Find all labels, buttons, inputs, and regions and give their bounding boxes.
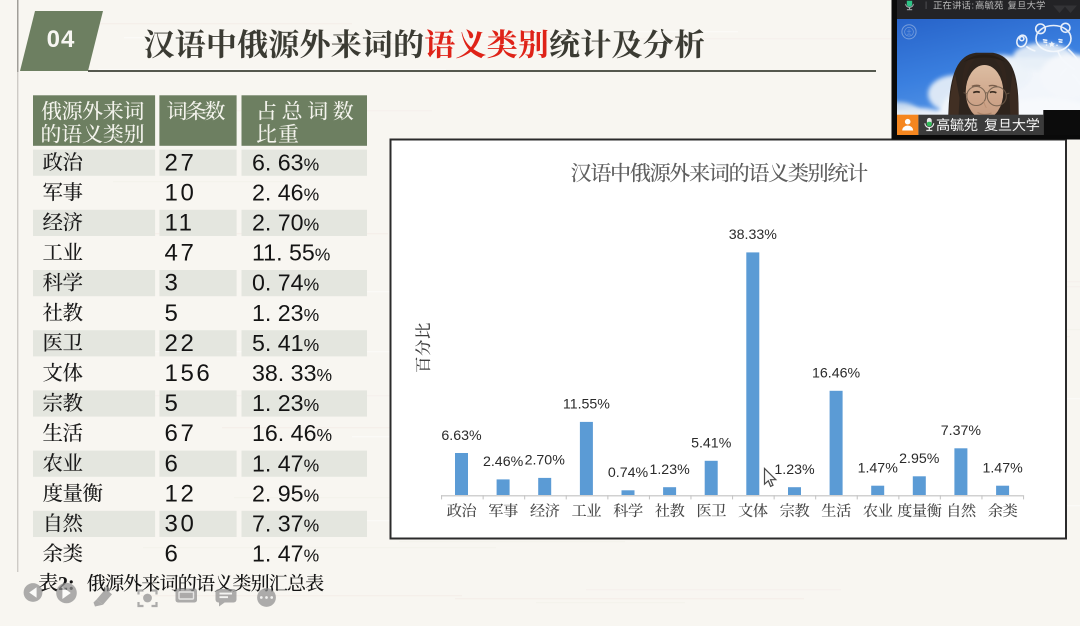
svg-text:1. 23%: 1. 23% (252, 300, 319, 326)
svg-text:0. 74%: 0. 74% (252, 270, 319, 296)
svg-text:2. 70%: 2. 70% (252, 210, 319, 236)
svg-text:5: 5 (165, 300, 181, 327)
svg-text:11. 55%: 11. 55% (252, 240, 330, 266)
svg-text:38. 33%: 38. 33% (252, 360, 332, 386)
svg-text::: : (972, 1, 975, 11)
svg-text:12: 12 (165, 480, 197, 507)
svg-text:3: 3 (165, 270, 181, 297)
svg-text:5: 5 (165, 390, 181, 417)
svg-text:11.55%: 11.55% (563, 397, 610, 413)
svg-text:156: 156 (165, 360, 213, 387)
svg-text:6.63%: 6.63% (441, 428, 482, 444)
svg-text:2.70%: 2.70% (525, 453, 566, 469)
svg-text:6. 63%: 6. 63% (252, 149, 319, 175)
svg-text:38.33%: 38.33% (729, 227, 778, 243)
svg-text:16. 46%: 16. 46% (252, 420, 332, 446)
svg-text:1.23%: 1.23% (774, 462, 815, 478)
svg-text:6: 6 (165, 450, 181, 477)
svg-text:7.37%: 7.37% (941, 423, 982, 439)
svg-text:1.23%: 1.23% (649, 462, 690, 478)
svg-text:22: 22 (165, 330, 197, 357)
svg-text:5.41%: 5.41% (691, 436, 732, 452)
svg-text:6: 6 (165, 541, 181, 568)
svg-text:1.47%: 1.47% (858, 461, 899, 477)
svg-text:2. 46%: 2. 46% (252, 179, 319, 205)
svg-text:7. 37%: 7. 37% (252, 511, 319, 537)
svg-text:1. 47%: 1. 47% (252, 541, 319, 567)
svg-text:0.74%: 0.74% (608, 465, 649, 481)
svg-text:1.47%: 1.47% (982, 461, 1023, 477)
svg-text:67: 67 (165, 420, 197, 447)
svg-text:1. 47%: 1. 47% (252, 450, 319, 476)
svg-text:5. 41%: 5. 41% (252, 330, 319, 356)
svg-text:10: 10 (165, 179, 197, 206)
svg-text:11: 11 (165, 210, 195, 237)
svg-text:27: 27 (165, 149, 197, 176)
svg-text:47: 47 (165, 240, 197, 267)
svg-text:30: 30 (165, 511, 197, 538)
svg-text:1. 23%: 1. 23% (252, 390, 319, 416)
svg-text:16.46%: 16.46% (812, 366, 861, 382)
svg-text:2. 95%: 2. 95% (252, 480, 319, 506)
svg-text:2.95%: 2.95% (899, 451, 940, 467)
svg-text:04: 04 (47, 26, 76, 53)
svg-text:2.46%: 2.46% (483, 454, 524, 470)
